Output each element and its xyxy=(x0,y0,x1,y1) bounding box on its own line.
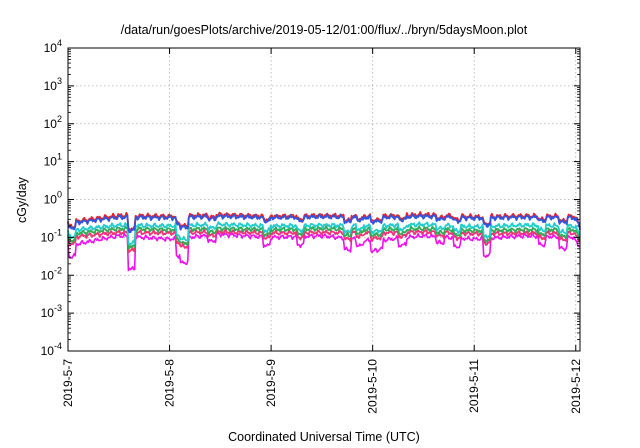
x-tick-label: 2019-5-7 xyxy=(61,359,75,407)
grid-lines xyxy=(68,48,580,351)
series-line xyxy=(67,225,580,250)
y-tick-label: 10-4 xyxy=(41,341,62,358)
y-tick-label: 10-1 xyxy=(41,227,62,244)
y-axis-label: cGy/day xyxy=(15,176,29,223)
y-tick-label: 103 xyxy=(44,76,62,93)
y-tick-label: 104 xyxy=(44,38,62,55)
chart-title: /data/run/goesPlots/archive/2019-05-12/0… xyxy=(121,23,528,37)
series-line xyxy=(67,213,581,234)
x-tick-label: 2019-5-12 xyxy=(569,359,583,414)
y-tick-label: 10-3 xyxy=(41,303,62,320)
y-tick-label: 101 xyxy=(44,152,62,169)
x-tick-label: 2019-5-8 xyxy=(163,359,177,407)
y-tick-label: 10-2 xyxy=(41,265,62,282)
series-line xyxy=(67,221,581,246)
x-tick-label: 2019-5-11 xyxy=(467,359,481,413)
series-line xyxy=(67,228,581,254)
series-lines xyxy=(67,211,581,272)
x-tick-label: 2019-5-9 xyxy=(264,359,278,407)
y-tick-label: 102 xyxy=(44,114,62,131)
series-line xyxy=(67,232,580,272)
y-axis: 10-4 10-3 10-2 10-1 100 101 102 103 104 xyxy=(41,38,580,358)
x-tick-label: 2019-5-10 xyxy=(366,359,380,414)
x-axis-label: Coordinated Universal Time (UTC) xyxy=(228,430,420,444)
x-axis: 2019-5-7 2019-5-8 2019-5-9 2019-5-10 2019-5-… xyxy=(61,48,583,414)
y-tick-label: 100 xyxy=(44,190,62,207)
